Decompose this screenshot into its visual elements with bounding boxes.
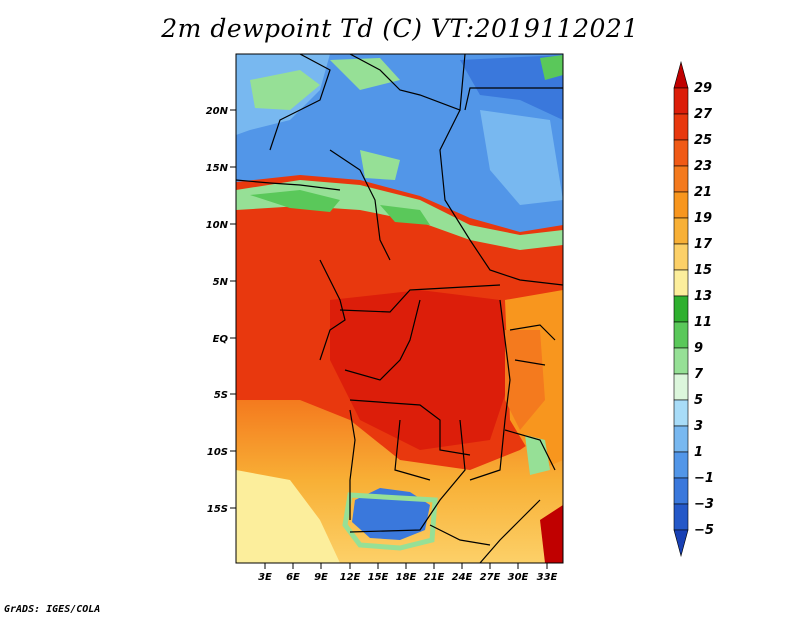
lat-label: 5N <box>213 277 229 288</box>
colorbar-label: 23 <box>694 159 712 174</box>
lon-label: 33E <box>537 572 558 583</box>
colorbar-label: 19 <box>694 211 712 226</box>
colorbar-label: 1 <box>694 445 703 460</box>
colorbar-label: 9 <box>694 341 703 356</box>
lon-label: 3E <box>258 572 272 583</box>
colorbar: 29 27 25 23 21 19 17 15 13 11 9 7 5 3 1 −1 −3 −5 <box>673 60 714 558</box>
colorbar-label: −1 <box>694 471 714 486</box>
map-frame <box>235 53 564 564</box>
colorbar-swatch <box>673 477 689 505</box>
lon-label: 27E <box>480 572 501 583</box>
colorbar-swatch <box>673 425 689 453</box>
colorbar-swatch <box>673 295 689 323</box>
colorbar-label: 11 <box>694 315 712 330</box>
country-borders <box>236 54 563 563</box>
lat-label: 10S <box>207 447 228 458</box>
colorbar-swatch <box>673 373 689 401</box>
colorbar-swatch <box>673 269 689 297</box>
colorbar-label: 25 <box>694 133 712 148</box>
lat-label: 20N <box>206 106 229 117</box>
colorbar-swatch <box>673 347 689 375</box>
colorbar-swatch <box>673 217 689 245</box>
lon-label: 15E <box>368 572 389 583</box>
colorbar-swatch <box>673 451 689 479</box>
colorbar-swatch <box>673 60 689 89</box>
colorbar-swatch <box>673 529 689 558</box>
colorbar-swatch <box>673 165 689 193</box>
lat-label: 10N <box>206 220 229 231</box>
lon-label: 9E <box>314 572 328 583</box>
grads-credit: GrADS: IGES/COLA <box>4 604 101 615</box>
colorbar-label: −5 <box>694 523 714 538</box>
colorbar-swatch <box>673 321 689 349</box>
lon-label: 21E <box>424 572 445 583</box>
lon-axis: 3E 6E 9E 12E 15E 18E 21E 24E 27E 30E 33E <box>258 563 558 583</box>
map-title: 2m dewpoint Td (C) VT:2019112021 <box>161 14 639 43</box>
field-sahara <box>236 54 563 232</box>
lat-label: 15N <box>206 163 229 174</box>
colorbar-label: 13 <box>694 289 712 304</box>
colorbar-label: 7 <box>694 367 704 382</box>
colorbar-label: 29 <box>694 81 712 96</box>
colorbar-label: 15 <box>694 263 712 278</box>
lon-label: 12E <box>340 572 361 583</box>
colorbar-label: 27 <box>694 107 713 122</box>
colorbar-swatch <box>673 113 689 141</box>
colorbar-label: 21 <box>694 185 712 200</box>
colorbar-swatch <box>673 399 689 427</box>
lat-axis: 20N 15N 10N 5N EQ 5S 10S 15S <box>206 106 236 515</box>
colorbar-swatch <box>673 503 689 531</box>
colorbar-label: −3 <box>694 497 714 512</box>
colorbar-label: 5 <box>694 393 703 408</box>
colorbar-label: 3 <box>694 419 703 434</box>
map-field <box>236 54 563 563</box>
colorbar-swatch <box>673 243 689 271</box>
lon-label: 6E <box>286 572 300 583</box>
lon-label: 18E <box>396 572 417 583</box>
lat-label: EQ <box>213 334 229 345</box>
colorbar-swatch <box>673 191 689 219</box>
lon-label: 30E <box>508 572 529 583</box>
lat-label: 15S <box>207 504 228 515</box>
colorbar-swatch <box>673 139 689 167</box>
colorbar-label: 17 <box>694 237 713 252</box>
colorbar-swatch <box>673 87 689 115</box>
lon-label: 24E <box>452 572 473 583</box>
lat-label: 5S <box>214 390 228 401</box>
field-congo-core <box>330 290 510 450</box>
